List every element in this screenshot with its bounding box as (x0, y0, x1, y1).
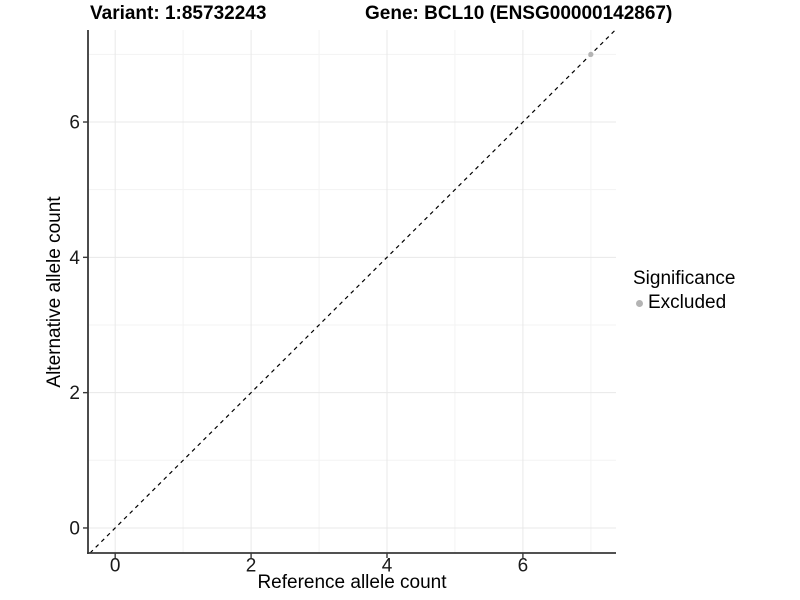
x-tick-label: 6 (518, 556, 529, 577)
plot-title-variant: Variant: 1:85732243 (90, 3, 267, 24)
plot-title-gene: Gene: BCL10 (ENSG00000142867) (365, 3, 673, 24)
x-axis-label: Reference allele count (257, 572, 447, 593)
legend: Significance Excluded (633, 268, 735, 314)
data-point (588, 51, 594, 57)
y-tick-label: 6 (69, 113, 80, 134)
y-axis-label: Alternative allele count (44, 196, 65, 388)
legend-title: Significance (633, 268, 736, 289)
y-tick-label: 4 (69, 248, 80, 269)
excluded-point-icon (636, 299, 643, 307)
y-tick-label: 0 (69, 518, 80, 539)
legend-item-label: Excluded (648, 292, 727, 313)
identity-line (89, 29, 616, 554)
x-tick-label: 4 (382, 556, 393, 577)
legend-item-excluded: Excluded (633, 292, 735, 314)
x-tick-label: 0 (110, 556, 121, 577)
y-tick-label: 2 (69, 383, 80, 404)
x-tick-label: 2 (246, 556, 257, 577)
